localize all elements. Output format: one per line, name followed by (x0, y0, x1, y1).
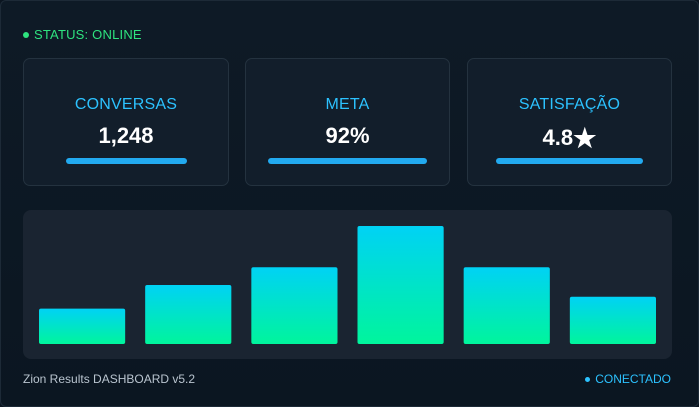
card-value: 4.8★ (468, 123, 671, 154)
card-progress-bar (66, 158, 187, 164)
chart-bar-4 (357, 226, 444, 344)
card-satisfacao: SATISFAÇÃO 4.8★ (467, 58, 672, 186)
footer-version: Zion Results DASHBOARD v5.2 (23, 372, 196, 386)
card-label: SATISFAÇÃO (518, 96, 621, 113)
connection-dot-icon (585, 376, 591, 382)
card-value: 1,248 (98, 123, 154, 148)
status-dot-icon (23, 31, 29, 38)
chart-bar-5 (463, 267, 550, 344)
card-value-number: 4.8 (542, 125, 574, 150)
card-label: CONVERSAS (74, 96, 178, 113)
card-label: META (325, 96, 370, 113)
connection-text: CONECTADO (595, 372, 671, 386)
card-progress-bar (268, 158, 427, 164)
chart-bar-1 (39, 308, 126, 344)
bar-chart-svg (39, 226, 656, 344)
card-value: 92% (325, 123, 370, 148)
card-meta: META 92% (245, 58, 450, 186)
card-progress-bar (496, 158, 643, 164)
chart-bar-2 (145, 285, 232, 344)
star-icon: ★ (573, 123, 597, 153)
chart-bar-3 (251, 267, 338, 344)
connection-indicator: CONECTADO (585, 372, 671, 386)
status-indicator: STATUS: ONLINE (23, 27, 142, 42)
chart-bar-6 (569, 296, 656, 344)
card-conversas: CONVERSAS 1,248 (23, 58, 229, 186)
status-text: STATUS: ONLINE (34, 27, 142, 42)
bar-chart (23, 210, 672, 359)
